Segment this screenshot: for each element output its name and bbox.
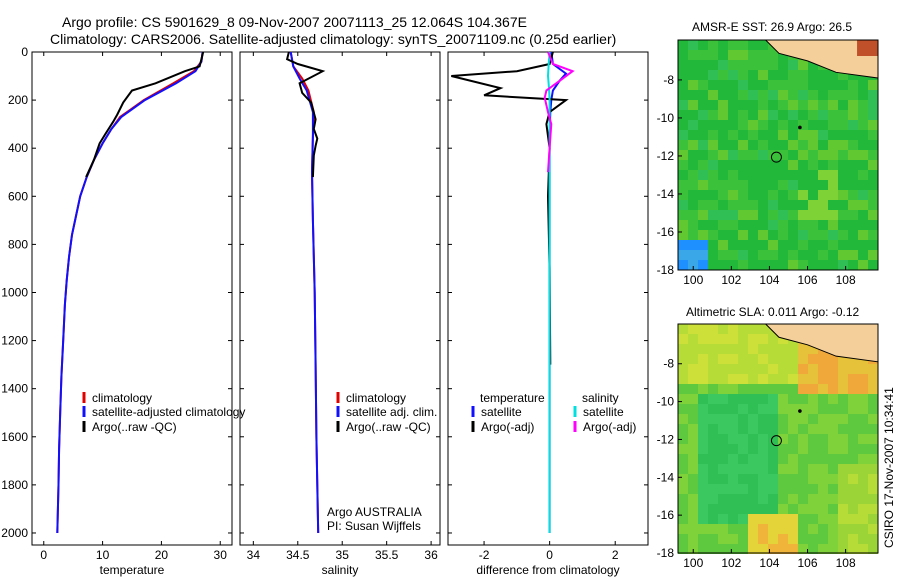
sst-christmas-island [798,125,802,130]
salinity-series-satellite [289,51,320,534]
sla-lat-label: -18 [657,546,675,560]
sst-lon-label: 100 [683,273,703,287]
salinity-xtick-label: 34.5 [286,548,310,562]
legend-diff-temperature-title: temperature [480,391,545,405]
sla-map-title: Altimetric SLA: 0.011 Argo: -0.12 [686,305,860,319]
sst-lon-label: 106 [798,273,818,287]
legend-temperature-argo: Argo(..raw -QC) [92,420,177,434]
sla-lat-label: -8 [663,357,674,371]
sst-lat-label: -18 [657,263,675,277]
difference-axes-box [447,51,649,546]
legend-diff-temp-argo: Argo(-adj) [481,420,534,434]
depth-tick-label: 200 [8,93,28,107]
salinity-axes-box [239,51,441,546]
sla-lat-label: -12 [657,432,675,446]
depth-tick-label: 1400 [1,382,28,396]
salinity-xtick-label: 36 [424,548,438,562]
depth-tick-label: 400 [8,141,28,155]
legend-salinity-climatology: climatology [346,391,406,405]
salinity-xtick-label: 35 [336,548,350,562]
difference-xtick-label: -2 [479,548,490,562]
difference-xtick-label: 2 [612,548,619,562]
legend-salinity-argo: Argo(..raw -QC) [346,420,431,434]
argo-institution: Argo AUSTRALIA [327,505,422,519]
sla-lon-label: 104 [759,556,779,570]
temperature-xlabel: temperature [100,563,165,577]
sst-lon-label: 104 [759,273,779,287]
temperature-series-satellite [56,51,204,534]
depth-tick-label: 1200 [1,334,28,348]
sla-lat-label: -10 [657,395,675,409]
depth-tick-label: 2000 [1,526,28,540]
title-line-1: Argo profile: CS 5901629_8 09-Nov-2007 2… [62,14,527,30]
sla-lat-label: -14 [657,470,675,484]
legend-diff-sal-argo: Argo(-adj) [583,420,636,434]
depth-tick-label: 0 [21,45,28,59]
difference-xlabel: difference from climatology [476,563,619,577]
sst-lat-label: -10 [657,111,675,125]
sla-lon-label: 108 [836,556,856,570]
temperature-xtick-label: 20 [155,548,169,562]
temperature-xtick-label: 10 [96,548,110,562]
salinity-xtick-label: 34 [247,548,261,562]
legend-temperature-climatology: climatology [92,391,152,405]
sst-lat-label: -14 [657,187,675,201]
sla-map-frame [677,323,879,554]
sla-map-field [678,324,878,554]
sla-lon-label: 106 [798,556,818,570]
argo-pi-name: PI: Susan Wijffels [327,519,421,533]
sst-lat-label: -12 [657,149,675,163]
legend-diff-temp-satellite: satellite [481,405,522,419]
difference-xtick-label: 0 [546,548,553,562]
temperature-series-argo [85,51,205,178]
difference-series-argo [451,51,569,365]
sst-map-field [678,40,878,270]
difference-series-sat_salinity [546,51,551,533]
legend-temperature-satellite: satellite-adjusted climatology [92,405,245,419]
salinity-xtick-label: 35.5 [375,548,399,562]
sla-float-marker [770,435,782,447]
sst-float-marker [770,151,782,163]
sla-lat-label: -16 [657,508,675,522]
depth-tick-label: 600 [8,189,28,203]
sst-lon-label: 102 [721,273,741,287]
sst-map-frame [677,39,879,271]
title-line-2: Climatology: CARS2006. Satellite-adjuste… [50,31,617,47]
sst-lat-label: -16 [657,225,675,239]
temperature-axes-box [31,51,233,546]
sla-lon-label: 102 [721,556,741,570]
depth-tick-label: 1000 [1,285,28,299]
temperature-xtick-label: 30 [214,548,228,562]
temperature-xtick-label: 0 [40,548,47,562]
legend-salinity-satellite: satellite adj. clim. [346,405,437,419]
difference-series-argo_adj_salinity [543,51,575,173]
sla-christmas-island [798,409,802,413]
depth-tick-label: 800 [8,237,28,251]
legend-diff-sal-satellite: satellite [583,405,624,419]
sst-warm-patch [857,40,878,56]
sst-lon-label: 108 [836,273,856,287]
legend-diff-salinity-title: salinity [582,391,619,405]
sla-lon-label: 100 [683,556,703,570]
depth-tick-label: 1600 [1,430,28,444]
sst-lat-label: -8 [663,73,674,87]
salinity-xlabel: salinity [322,563,359,577]
depth-tick-label: 1800 [1,478,28,492]
sst-map-title: AMSR-E SST: 26.9 Argo: 26.5 [692,20,853,34]
salinity-series-argo [285,51,326,178]
